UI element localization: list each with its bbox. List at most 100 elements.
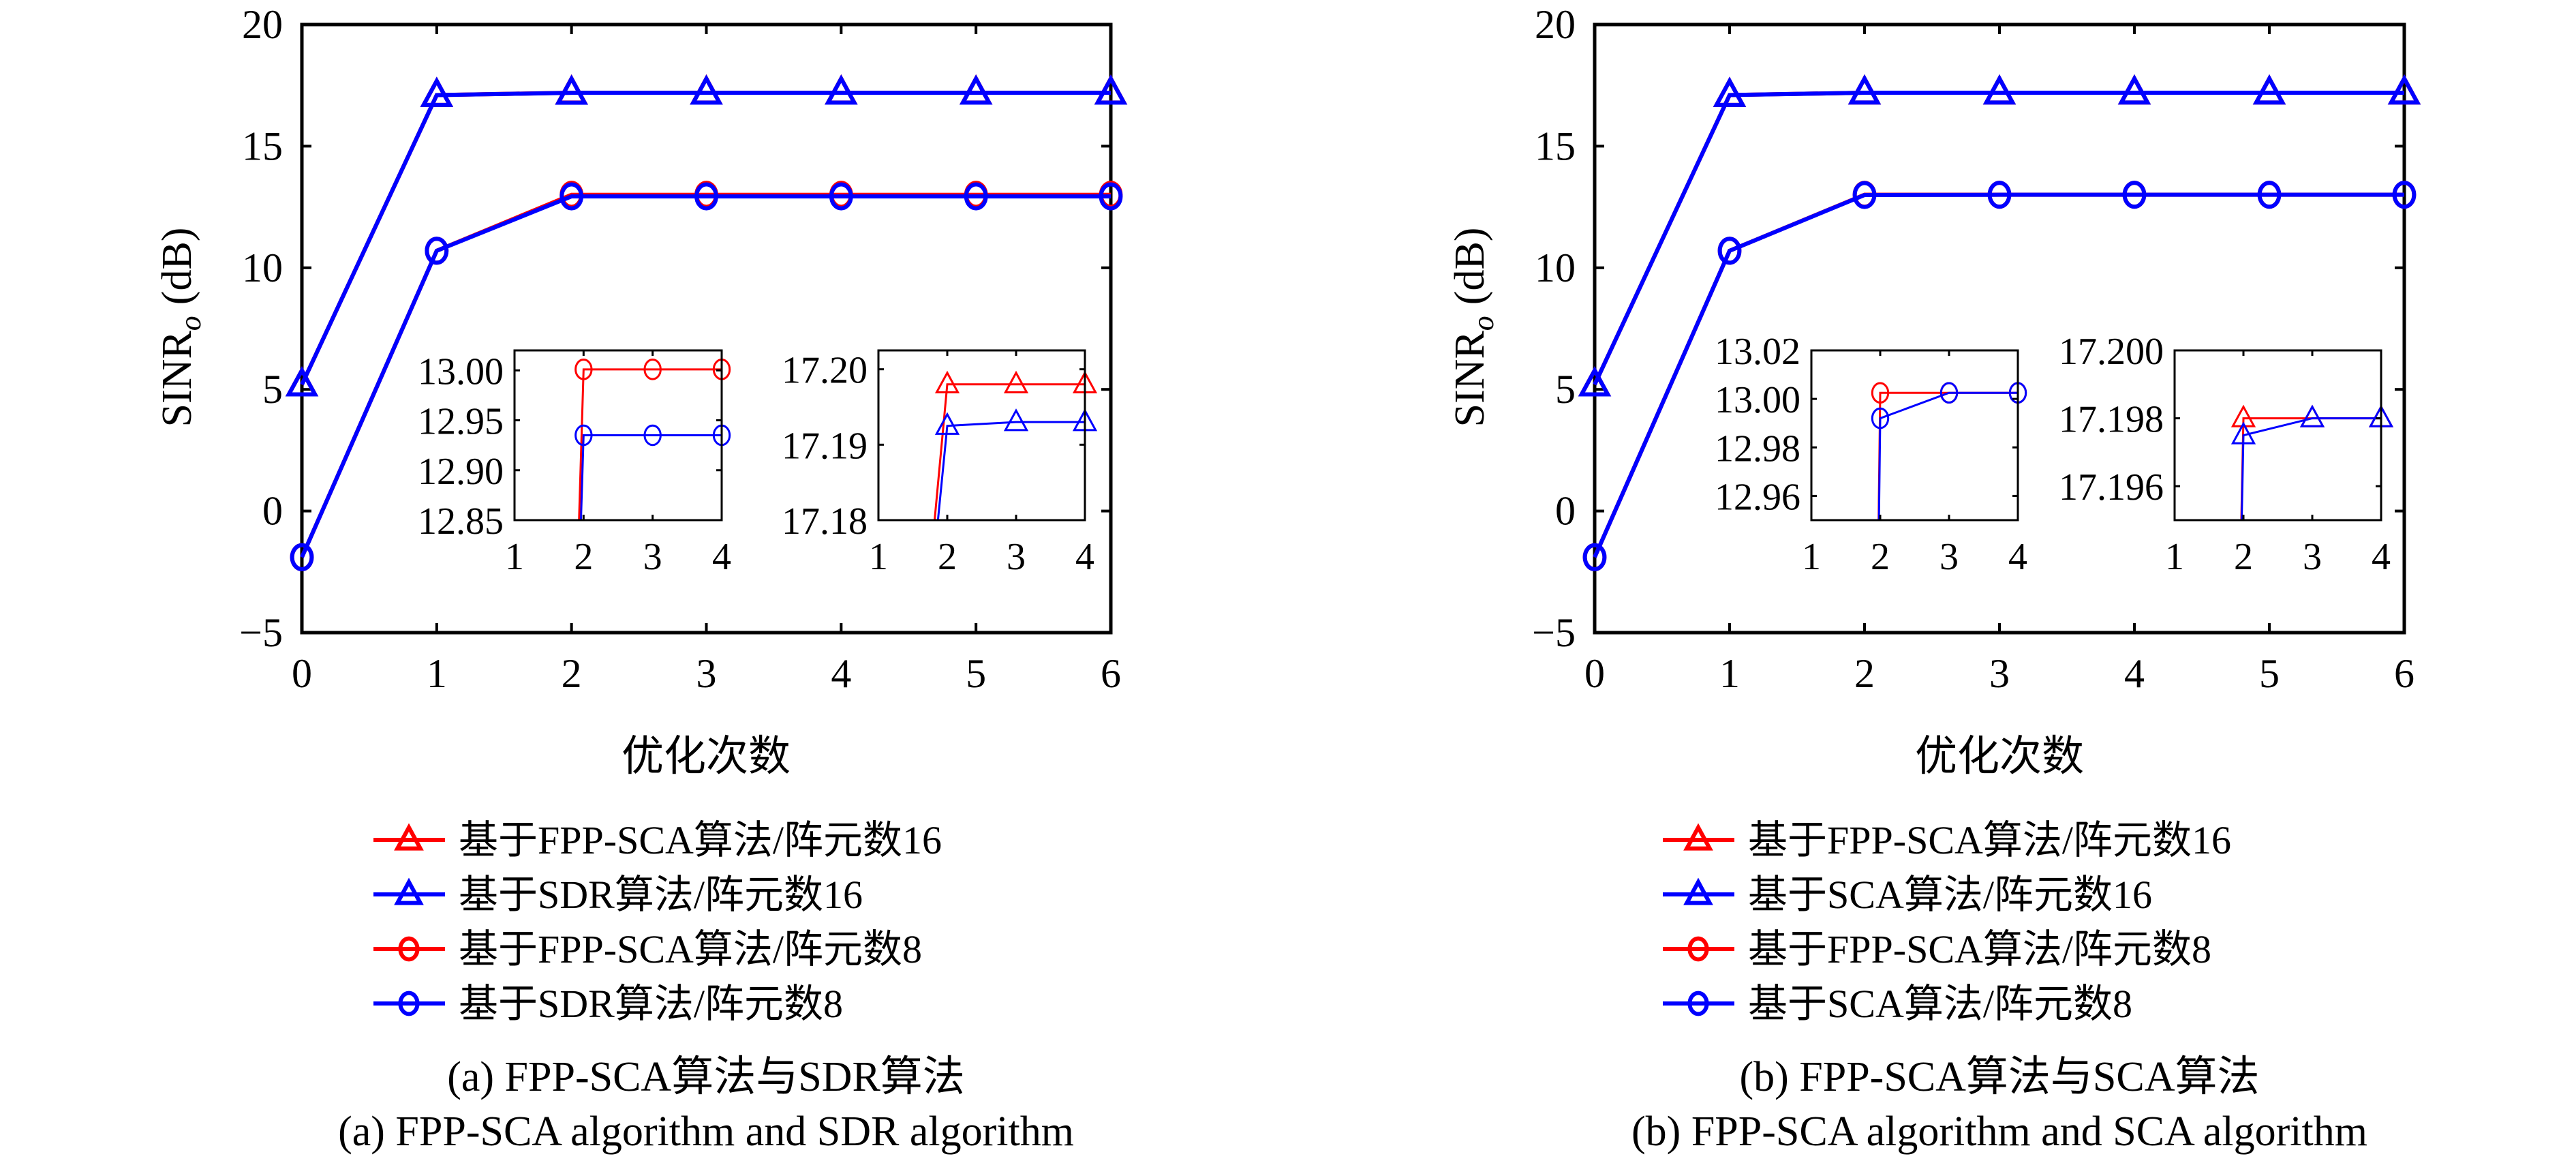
inset-x-tick-label: 2 (574, 536, 593, 578)
y-tick-label: −5 (239, 610, 283, 655)
data-point-marker (2392, 181, 2417, 209)
inset-x-tick-label: 3 (643, 536, 662, 578)
data-point-marker (2252, 74, 2286, 105)
legend-label: 基于SCA算法/阵元数8 (1748, 982, 2132, 1026)
inset-y-tick-label: 13.02 (1715, 331, 1800, 373)
inset-data-point-marker (934, 412, 960, 435)
inset-y-tick-label: 12.95 (418, 401, 504, 443)
inset-data-point-marker (1871, 407, 1890, 429)
data-point-marker (559, 182, 584, 211)
y-axis-label-main: SINR (154, 331, 200, 427)
data-point-marker (829, 182, 853, 211)
y-axis-label-subscript: o (1467, 316, 1500, 331)
inset-data-point-marker (643, 424, 662, 447)
y-axis-label-unit: (dB) (1447, 228, 1493, 305)
data-point-marker (959, 74, 993, 105)
inset-y-tick-label: 13.00 (418, 350, 504, 393)
data-point-marker (1987, 181, 2012, 209)
data-point-marker (1099, 182, 1123, 211)
data-point-marker (825, 74, 858, 105)
inset-data-point-marker (934, 370, 960, 393)
data-point-marker (1717, 237, 1742, 265)
inset-y-tick-label: 17.20 (782, 350, 868, 392)
data-point-marker (1713, 76, 1747, 107)
inset-y-tick-label: 13.00 (1715, 379, 1800, 421)
legend-item: 基于SDR算法/阵元数8 (373, 982, 843, 1026)
data-point-marker (425, 237, 449, 265)
legend-item: 基于FPP-SCA算法/阵元数8 (373, 927, 922, 971)
x-tick-label: 1 (427, 651, 447, 696)
x-tick-label: 3 (696, 651, 717, 696)
inset-x-tick-label: 1 (1802, 536, 1821, 578)
x-tick-label: 6 (1101, 651, 1121, 696)
series-1 (285, 74, 1128, 397)
data-point-marker (2257, 181, 2282, 209)
series-line (300, 90, 1111, 386)
data-point-marker (1578, 365, 1612, 397)
legend-marker-swatch (398, 936, 420, 962)
inset-1: 1 2 3 4 12.96 12.98 13.00 13.02 (1715, 331, 2027, 578)
inset-2: 1 2 3 4 17.18 17.19 17.20 (782, 344, 1098, 578)
data-point-marker (964, 182, 988, 211)
legend-label: 基于FPP-SCA算法/阵元数16 (459, 818, 942, 862)
data-point-marker (1847, 74, 1882, 105)
x-tick-label: 0 (292, 651, 312, 696)
data-point-marker (555, 74, 588, 105)
caption-chinese: (b) FPP-SCA算法与SCA算法 (1739, 1054, 2259, 1100)
inset-series-line (578, 368, 722, 520)
inset-x-tick-label: 4 (712, 536, 731, 578)
inset-data-point-marker (1003, 370, 1029, 393)
inset-x-tick-label: 2 (1871, 536, 1890, 578)
inset-x-tick-label: 3 (1939, 536, 1959, 578)
y-axis-label: SINRo (dB) (154, 228, 207, 427)
data-point-marker (1094, 74, 1128, 105)
data-point-marker (285, 365, 319, 397)
inset-axes-frame (513, 349, 723, 522)
legend-label: 基于FPP-SCA算法/阵元数16 (1748, 818, 2231, 862)
inset-background (2168, 344, 2388, 527)
y-tick-label: 5 (262, 367, 283, 412)
inset-y-tick-label: 12.98 (1715, 427, 1800, 470)
x-tick-label: 2 (562, 651, 582, 696)
inset-data-point-marker (1871, 382, 1890, 404)
inset-series-line (579, 434, 722, 520)
inset-axes-frame (1810, 349, 2019, 522)
series-3 (290, 182, 1123, 571)
inset-2: 1 2 3 4 17.196 17.198 17.200 (2059, 331, 2394, 578)
x-tick-label: 5 (2259, 651, 2280, 696)
main-axes-frame (1593, 22, 2406, 635)
inset-series-line (936, 421, 1085, 520)
inset-y-tick-label: 17.18 (782, 500, 868, 543)
inset-background (1805, 344, 2025, 527)
series-line (1593, 90, 2404, 386)
inset-data-point-marker (2230, 404, 2256, 427)
data-point-marker (420, 76, 454, 107)
caption-chinese: (a) FPP-SCA算法与SDR算法 (447, 1054, 965, 1100)
legend-item: 基于SCA算法/阵元数16 (1663, 873, 2152, 917)
x-tick-label: 0 (1584, 651, 1605, 696)
series-1 (1578, 74, 2421, 397)
inset-data-point-marker (2230, 421, 2256, 444)
legend-item: 基于FPP-SCA算法/阵元数16 (373, 818, 942, 862)
inset-axes-frame (2173, 349, 2382, 522)
caption-english: (a) FPP-SCA algorithm and SDR algorithm (338, 1108, 1074, 1155)
inset-data-point-marker (1939, 382, 1959, 404)
legend-marker-swatch (394, 877, 424, 905)
y-tick-label: 0 (1555, 489, 1576, 534)
inset-x-tick-label: 4 (2008, 536, 2027, 578)
x-axis-label: 优化次数 (622, 734, 791, 780)
x-tick-label: 5 (966, 651, 986, 696)
inset-series-line (933, 383, 1085, 520)
legend-item: 基于SCA算法/阵元数8 (1663, 982, 2132, 1026)
caption-english: (b) FPP-SCA algorithm and SCA algorithm (1631, 1108, 2367, 1155)
legend-label: 基于SDR算法/阵元数16 (459, 873, 863, 917)
legend-label: 基于FPP-SCA算法/阵元数8 (459, 927, 922, 971)
legend-marker-swatch (398, 991, 420, 1016)
data-point-marker (1852, 181, 1877, 209)
inset-y-tick-label: 17.19 (782, 425, 868, 467)
y-tick-label: −5 (1532, 610, 1576, 655)
inset-data-point-marker (574, 424, 593, 447)
data-point-marker (2122, 181, 2147, 209)
